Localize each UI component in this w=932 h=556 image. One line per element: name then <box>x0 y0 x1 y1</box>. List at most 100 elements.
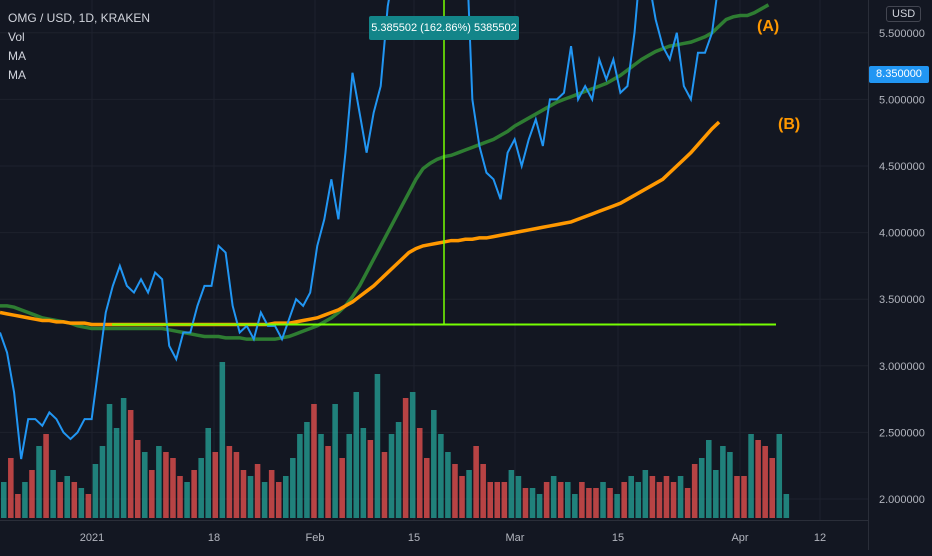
time-tick-label: 15 <box>612 532 624 544</box>
volume-bar <box>748 434 754 518</box>
volume-bar <box>663 476 670 518</box>
legend-ma-2[interactable]: MA <box>8 68 26 82</box>
volume-bar <box>727 452 733 518</box>
volume-bar <box>494 482 501 518</box>
time-tick-label: 15 <box>408 532 420 544</box>
volume-bar <box>113 428 120 518</box>
price-tick-label: 5.000000 <box>879 94 925 106</box>
legend: OMG / USD, 1D, KRAKEN Vol MA MA <box>8 9 150 85</box>
volume-bar <box>515 476 522 518</box>
volume-bar <box>713 470 719 518</box>
volume-bar <box>642 470 649 518</box>
volume-bar <box>621 482 627 518</box>
volume-bar <box>339 458 345 518</box>
volume-bar <box>402 398 409 518</box>
volume-bar <box>635 482 642 518</box>
volume-bar <box>106 404 113 518</box>
volume-bar <box>92 464 99 518</box>
volume-bar <box>134 440 141 518</box>
volume-bar <box>600 482 606 518</box>
volume-bar <box>438 434 444 518</box>
legend-volume[interactable]: Vol <box>8 30 25 44</box>
volume-bar <box>649 476 656 518</box>
volume-bar <box>304 422 310 518</box>
volume-bar <box>50 470 56 518</box>
volume-bar <box>543 482 550 518</box>
volume-bar <box>522 488 529 518</box>
time-tick-label: 2021 <box>80 532 104 544</box>
volume-bar <box>706 440 712 518</box>
volume-bar <box>501 482 508 518</box>
volume-bar <box>550 476 557 518</box>
volume-bar <box>480 464 486 518</box>
price-tick-label: 3.500000 <box>879 294 925 306</box>
volume-bar <box>367 440 374 518</box>
volume-bar <box>762 446 768 518</box>
volume-bar <box>15 494 21 518</box>
volume-bar <box>656 482 663 518</box>
volume-bar <box>536 494 543 518</box>
volume-bar <box>783 494 790 518</box>
measure-label: 5.385502 (162.86%) 5385502 <box>369 16 519 40</box>
volume-bar <box>233 452 240 518</box>
volume-bar <box>261 482 268 518</box>
currency-unit-button[interactable]: USD <box>886 6 922 22</box>
volume-bar <box>572 494 578 518</box>
grid <box>0 0 868 520</box>
volume-bar <box>78 488 85 518</box>
volume-bar <box>184 482 190 518</box>
volume-bar <box>198 458 204 518</box>
volume-bar <box>177 476 183 518</box>
volume-bar <box>57 482 63 518</box>
volume-bar <box>614 494 620 518</box>
volume-bar <box>395 422 402 518</box>
price-scale[interactable]: 9.0000008.5000008.0000007.5000007.000000… <box>868 0 932 550</box>
volume-bar <box>431 410 437 518</box>
volume-bar <box>205 428 211 518</box>
price-tick-label: 4.000000 <box>879 228 925 240</box>
volume-bar <box>755 440 761 518</box>
legend-ma-1[interactable]: MA <box>8 49 26 63</box>
volume-bar <box>290 458 296 518</box>
volume-bar <box>29 470 35 518</box>
last-price-tag: 8.350000 <box>869 66 929 83</box>
volume-bar <box>473 446 479 518</box>
volume-bar <box>776 434 783 518</box>
volume-bar <box>99 446 106 518</box>
volume-bar <box>142 452 148 518</box>
wave-label-a[interactable]: (A) <box>757 18 780 35</box>
volume-bar <box>325 446 331 518</box>
volume-bar <box>628 476 634 518</box>
price-chart[interactable] <box>0 0 868 520</box>
volume-bar <box>212 452 219 518</box>
volume-bar <box>283 476 289 518</box>
volume-bar <box>607 488 613 518</box>
volume-bar <box>565 482 571 518</box>
volume-bar <box>247 476 254 518</box>
volume-bar <box>487 482 493 518</box>
price-tick-label: 5.500000 <box>879 28 925 40</box>
measure-tool[interactable] <box>112 0 776 326</box>
volume-bar <box>409 392 416 518</box>
price-ticks: 9.0000008.5000008.0000007.5000007.000000… <box>879 28 925 506</box>
time-axis[interactable]: 2021 18 Feb 15 Mar 15 Apr 12 <box>0 520 868 550</box>
volume-bar <box>670 482 677 518</box>
wave-label-b[interactable]: (B) <box>778 116 801 133</box>
volume-bar <box>698 458 705 518</box>
volume-bar <box>452 464 458 518</box>
time-tick-label: 18 <box>208 532 220 544</box>
price-tick-label: 3.000000 <box>879 361 925 373</box>
volume-bar <box>466 470 472 518</box>
price-tick-label: 2.000000 <box>879 494 925 506</box>
volume-bar <box>268 470 275 518</box>
volume-bar <box>769 458 775 518</box>
volume-bar <box>297 434 303 518</box>
volume-bar <box>332 404 338 518</box>
volume-bar <box>149 470 155 518</box>
volume-bar <box>156 446 162 518</box>
volume-bar <box>586 488 592 518</box>
legend-symbol[interactable]: OMG / USD, 1D, KRAKEN <box>8 11 151 25</box>
ma-fast-line <box>0 3 770 341</box>
volume-bar <box>64 476 70 518</box>
volume-bar <box>684 488 691 518</box>
